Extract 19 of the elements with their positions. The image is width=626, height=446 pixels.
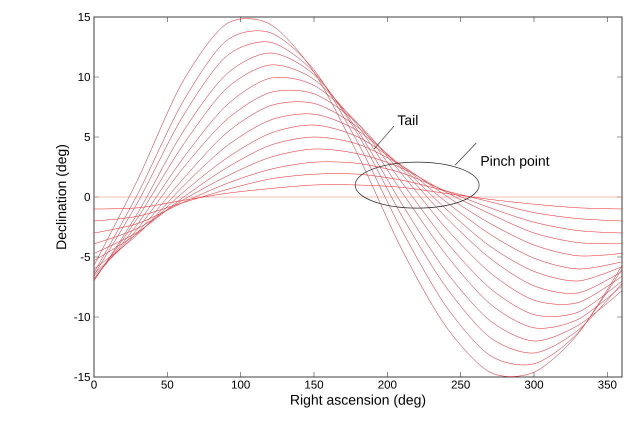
x-axis-title: Right ascension (deg) <box>291 394 426 408</box>
y-tick-label: 15 <box>78 12 90 22</box>
x-tick-label: 200 <box>378 380 396 389</box>
annotation: Tail <box>398 114 418 126</box>
y-tick-label: -5 <box>80 252 90 262</box>
y-tick-label: -10 <box>74 312 90 322</box>
x-tick-label: 0 <box>91 380 97 389</box>
x-tick-label: 300 <box>524 380 544 389</box>
annotation: Pinch point <box>481 156 550 169</box>
x-tick-label: 50 <box>161 380 174 389</box>
y-axis-title: Declination (deg) <box>56 144 70 249</box>
x-tick-label: 250 <box>452 380 470 389</box>
y-tick-label: 10 <box>78 72 90 82</box>
x-tick-label: 100 <box>232 380 250 389</box>
x-tick-label: 350 <box>598 380 616 389</box>
y-tick-label: 5 <box>84 132 90 142</box>
y-tick-label: 0 <box>84 192 90 202</box>
x-tick-label: 150 <box>305 380 324 389</box>
y-tick-label: -15 <box>74 372 90 382</box>
